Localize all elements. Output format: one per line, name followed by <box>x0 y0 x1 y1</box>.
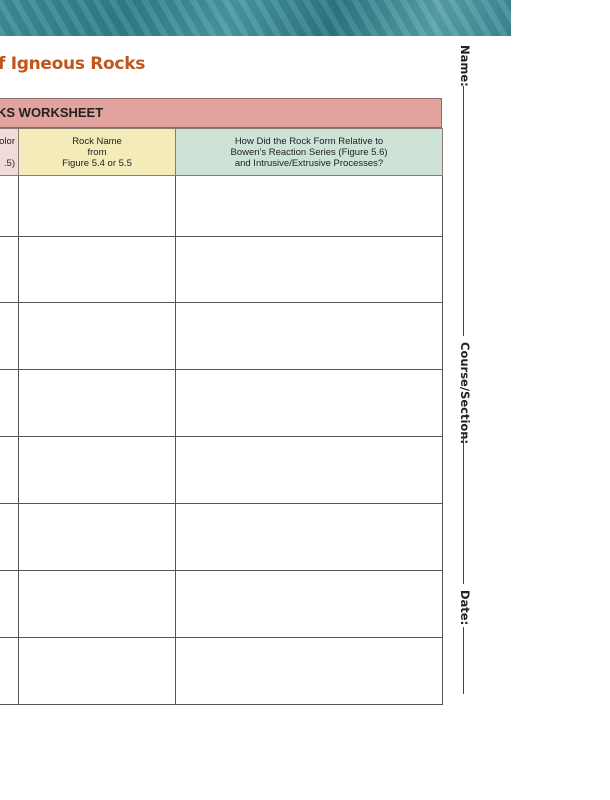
table-row[interactable] <box>0 302 442 370</box>
header-line: and Intrusive/Extrusive Processes? <box>234 157 384 169</box>
table-right-border <box>442 176 443 705</box>
column-divider <box>175 176 176 705</box>
table-row[interactable] <box>0 637 442 705</box>
column-header-formation: How Did the Rock Form Relative to Bowen'… <box>175 128 443 176</box>
date-field[interactable] <box>463 627 464 694</box>
page-title: f Igneous Rocks <box>0 54 146 74</box>
table-row[interactable] <box>0 570 442 638</box>
column-header-rock-name: Rock Name from Figure 5.4 or 5.5 <box>18 128 176 176</box>
name-field[interactable] <box>463 86 464 336</box>
header-line: Rock Name <box>72 135 122 147</box>
header-line: from <box>87 146 107 158</box>
table-row[interactable] <box>0 436 442 504</box>
table-row[interactable] <box>0 236 442 303</box>
course-section-field[interactable] <box>463 434 464 584</box>
table-row[interactable] <box>0 176 442 237</box>
column-divider <box>18 176 19 705</box>
header-banner-image <box>0 0 511 36</box>
header-line: Bowen's Reaction Series (Figure 5.6) <box>230 146 388 158</box>
table-row[interactable] <box>0 369 442 437</box>
table-row[interactable] <box>0 503 442 571</box>
header-line: olor <box>0 135 15 147</box>
column-header-color: olor .5) <box>0 128 19 176</box>
name-label: Name: <box>458 45 472 87</box>
header-line: Figure 5.4 or 5.5 <box>62 157 132 169</box>
header-line: .5) <box>3 157 15 169</box>
header-line <box>0 147 15 158</box>
date-label: Date: <box>458 590 472 626</box>
worksheet-header: KS WORKSHEET <box>0 98 442 128</box>
course-section-label: Course/Section: <box>458 342 472 445</box>
header-line: How Did the Rock Form Relative to <box>234 135 384 147</box>
